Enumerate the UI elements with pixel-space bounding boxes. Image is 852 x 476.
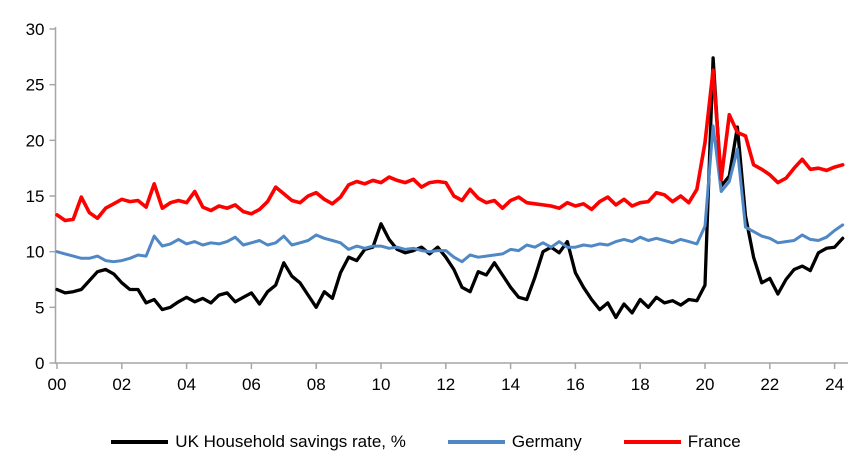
legend-line-sample-france [623, 440, 681, 444]
x-axis-label: 20 [696, 375, 715, 394]
x-axis-label: 10 [372, 375, 391, 394]
x-axis-label: 22 [760, 375, 779, 394]
x-axis-label: 14 [501, 375, 520, 394]
series-line-1 [55, 124, 845, 264]
legend-item-france: France [623, 432, 741, 452]
legend-item-uk: UK Household savings rate, % [111, 432, 406, 452]
legend-item-germany: Germany [447, 432, 582, 452]
x-axis-label: 16 [566, 375, 585, 394]
legend-line-sample-uk [111, 440, 169, 444]
x-axis-label: 00 [48, 375, 67, 394]
legend-line-sample-germany [447, 440, 505, 444]
x-axis-label: 08 [307, 375, 326, 394]
x-axis-label: 12 [436, 375, 455, 394]
x-axis-label: 04 [177, 375, 196, 394]
y-axis-label: 5 [35, 298, 44, 317]
chart-legend: UK Household savings rate, % Germany Fra… [0, 432, 852, 452]
y-axis-label: 10 [26, 243, 45, 262]
y-axis-label: 20 [26, 131, 45, 150]
series-line-2 [55, 68, 845, 223]
x-axis-label: 18 [631, 375, 650, 394]
legend-label-uk: UK Household savings rate, % [175, 432, 406, 451]
y-axis-label: 25 [26, 76, 45, 95]
legend-label-germany: Germany [511, 432, 582, 451]
y-axis-label: 15 [26, 187, 45, 206]
y-axis-label: 30 [26, 20, 45, 39]
x-axis-label: 24 [825, 375, 844, 394]
chart-plot-area: 0 5 10 15 20 25 30 00 02 04 06 08 10 12 14 16 18 20 22 24 [26, 20, 848, 394]
legend-label-france: France [687, 432, 741, 451]
y-axis-label: 0 [35, 354, 44, 373]
x-axis-label: 02 [112, 375, 131, 394]
x-axis-label: 06 [242, 375, 261, 394]
